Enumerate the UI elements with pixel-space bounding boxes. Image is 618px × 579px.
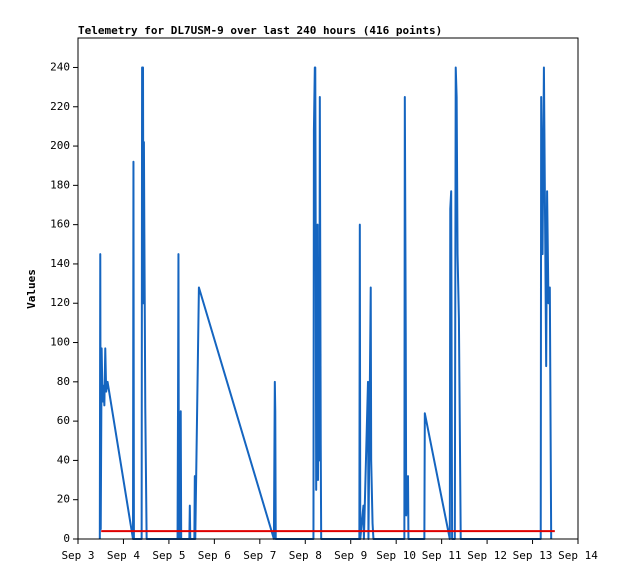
- y-tick-label: 160: [50, 218, 70, 231]
- y-tick-label: 200: [50, 139, 70, 152]
- y-tick-label: 180: [50, 178, 70, 191]
- x-tick-label: Sep 8: [289, 549, 322, 562]
- y-tick-label: 100: [50, 336, 70, 349]
- y-tick-label: 60: [57, 414, 70, 427]
- chart-title: Telemetry for DL7USM-9 over last 240 hou…: [78, 24, 442, 37]
- x-tick-label: Sep 5: [152, 549, 185, 562]
- y-tick-label: 120: [50, 296, 70, 309]
- x-tick-label: Sep 6: [198, 549, 231, 562]
- x-tick-label: Sep 9: [334, 549, 367, 562]
- y-tick-label: 220: [50, 100, 70, 113]
- x-tick-label: Sep 4: [107, 549, 140, 562]
- x-tick-label: Sep 11: [422, 549, 462, 562]
- y-axis-label: Values: [25, 269, 38, 309]
- series-line: [98, 66, 553, 540]
- y-tick-label: 20: [57, 493, 70, 506]
- x-tick-label: Sep 13: [513, 549, 553, 562]
- x-tick-label: Sep 12: [467, 549, 507, 562]
- x-tick-label: Sep 3: [61, 549, 94, 562]
- x-tick-label: Sep 10: [376, 549, 416, 562]
- x-tick-label: Sep 14: [558, 549, 598, 562]
- y-tick-label: 240: [50, 60, 70, 73]
- y-tick-label: 140: [50, 257, 70, 270]
- y-tick-label: 40: [57, 453, 70, 466]
- y-tick-label: 80: [57, 375, 70, 388]
- y-tick-label: 0: [63, 532, 70, 545]
- plot-frame: [77, 37, 579, 540]
- x-tick-label: Sep 7: [243, 549, 276, 562]
